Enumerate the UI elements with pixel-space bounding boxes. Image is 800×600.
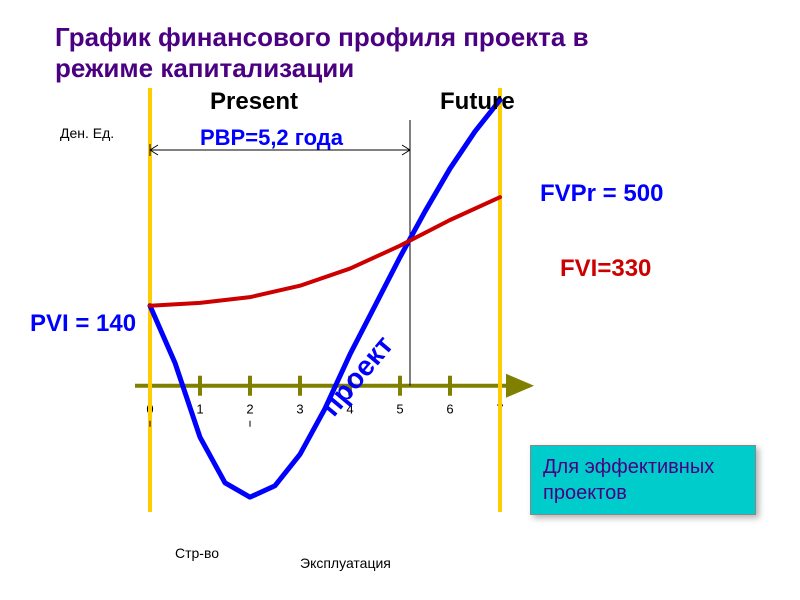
label-pbp: PBP=5,2 года	[200, 125, 343, 151]
svg-text:5: 5	[396, 402, 403, 417]
label-pvi: PVI = 140	[30, 310, 136, 338]
label-exploitation: Эксплуатация	[300, 555, 391, 571]
label-fvpr: FVPr = 500	[540, 180, 663, 208]
label-present: Present	[210, 88, 298, 116]
callout-effective-projects: Для эффективных проектов	[530, 445, 756, 515]
chart-title: График финансового профиля проекта в реж…	[55, 22, 655, 84]
label-fvi: FVI=330	[560, 255, 651, 283]
svg-text:6: 6	[446, 402, 453, 417]
svg-text:1: 1	[196, 402, 203, 417]
svg-text:2: 2	[246, 402, 253, 417]
svg-text:3: 3	[296, 402, 303, 417]
label-future: Future	[440, 88, 515, 116]
label-construction: Стр-во	[175, 545, 219, 561]
label-yaxis: Ден. Ед.	[60, 125, 114, 141]
